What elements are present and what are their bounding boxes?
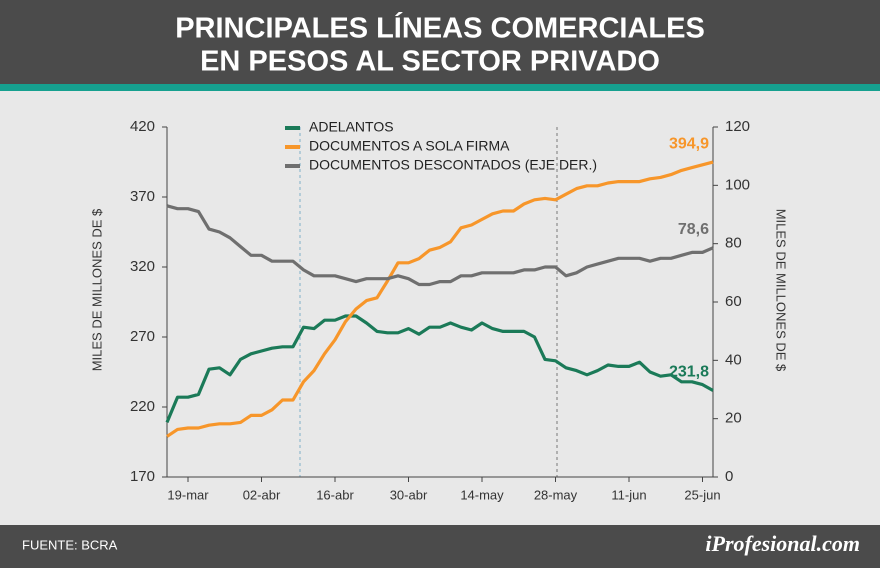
data-label: 78,6 <box>678 221 709 238</box>
y-tick-label: 270 <box>130 328 155 345</box>
y2-axis-label: MILES DE MILLONES DE $ <box>774 209 789 372</box>
y2-tick-label: 40 <box>725 351 742 368</box>
source-note: FUENTE: BCRA <box>22 537 118 552</box>
header-band <box>0 0 880 84</box>
legend-label: ADELANTOS <box>309 119 394 135</box>
footer-band <box>0 525 880 568</box>
chart-title: EN PESOS AL SECTOR PRIVADO <box>200 46 660 78</box>
y-tick-label: 220 <box>130 398 155 415</box>
y2-tick-label: 100 <box>725 176 750 193</box>
chart-title: PRINCIPALES LÍNEAS COMERCIALES <box>175 11 705 45</box>
data-label: 231,8 <box>669 364 709 381</box>
y2-tick-label: 60 <box>725 293 742 310</box>
x-tick-label: 19-mar <box>167 487 209 502</box>
accent-stripe <box>0 84 880 91</box>
series-line <box>166 160 714 438</box>
y-axis-label: MILES DE MILLONES DE $ <box>89 208 104 371</box>
data-label: 394,9 <box>669 135 709 152</box>
y2-tick-label: 20 <box>725 410 742 427</box>
y-tick-label: 370 <box>130 188 155 205</box>
y2-tick-label: 120 <box>725 118 750 135</box>
legend-label: DOCUMENTOS A SOLA FIRMA <box>309 138 510 154</box>
legend-label: DOCUMENTOS DESCONTADOS (EJE DER.) <box>309 157 597 173</box>
x-tick-label: 02-abr <box>243 487 281 502</box>
y-tick-label: 420 <box>130 118 155 135</box>
y-tick-label: 320 <box>130 258 155 275</box>
series-line <box>166 204 714 287</box>
y2-tick-label: 0 <box>725 468 733 485</box>
brand-logo: iProfesional.com <box>705 531 860 556</box>
y-tick-label: 170 <box>130 468 155 485</box>
x-tick-label: 16-abr <box>316 487 354 502</box>
x-tick-label: 25-jun <box>684 487 720 502</box>
x-tick-label: 14-may <box>460 487 504 502</box>
y2-tick-label: 80 <box>725 235 742 252</box>
series-line <box>165 314 714 424</box>
x-tick-label: 30-abr <box>390 487 428 502</box>
plot-background <box>0 91 880 525</box>
x-tick-label: 11-jun <box>611 487 646 502</box>
x-tick-label: 28-may <box>534 487 578 502</box>
